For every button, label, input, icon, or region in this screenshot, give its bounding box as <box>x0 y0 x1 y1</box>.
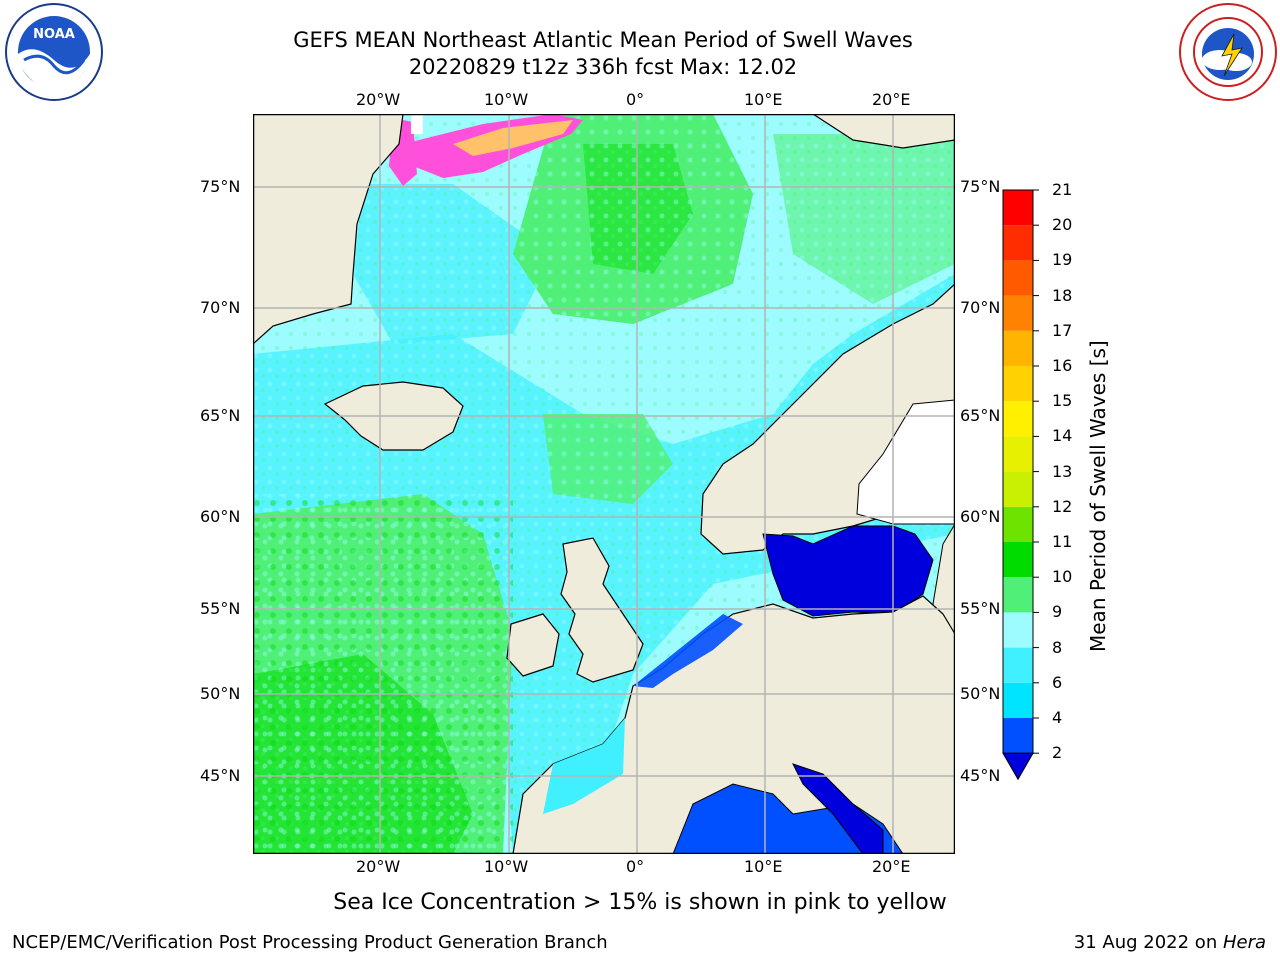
colorbar-bin <box>1003 542 1033 578</box>
land-gulf-of-bothnia <box>856 399 955 525</box>
colorbar-tick-label: 9 <box>1052 602 1063 622</box>
colorbar-bin <box>1003 506 1033 542</box>
lat-tick-left: 70°N <box>200 298 241 317</box>
colorbar-bin <box>1003 190 1033 226</box>
land-ireland <box>506 613 560 677</box>
colorbar-tick-label: 17 <box>1052 320 1073 340</box>
nws-logo <box>1178 2 1278 102</box>
graticule <box>253 114 955 854</box>
colorbar-tick-label: 21 <box>1052 180 1073 199</box>
colorbar-tick-label: 18 <box>1052 285 1073 305</box>
land-svalbard <box>811 114 955 149</box>
lat-tick-right: 50°N <box>960 684 1001 703</box>
lat-tick-left: 50°N <box>200 684 241 703</box>
colorbar-bin <box>1003 330 1033 366</box>
lat-tick-right: 60°N <box>960 507 1001 526</box>
colorbar-tick-label: 15 <box>1052 391 1073 411</box>
colorbar-tick-label: 13 <box>1052 461 1073 481</box>
footer-date: 31 Aug 2022 on Hera <box>1074 932 1266 953</box>
noaa-logo-text: NOAA <box>33 27 75 42</box>
lat-tick-right: 65°N <box>960 406 1001 425</box>
colorbar <box>1002 189 1039 781</box>
lat-tick-right: 55°N <box>960 599 1001 618</box>
chart-subtitle: 20220829 t12z 336h fcst Max: 12.02 <box>408 55 798 79</box>
colorbar-bin <box>1003 718 1033 754</box>
colorbar-tick-label: 20 <box>1052 215 1073 235</box>
lon-tick-bottom: 10°E <box>744 857 783 876</box>
noaa-logo: NOAA <box>4 2 104 102</box>
lon-tick-top: 10°W <box>484 90 529 109</box>
colorbar-bin <box>1003 577 1033 613</box>
lon-tick-bottom: 10°W <box>484 857 529 876</box>
colorbar-tick-label: 4 <box>1052 708 1063 727</box>
lon-tick-top: 10°E <box>744 90 783 109</box>
colorbar-bin <box>1003 401 1033 437</box>
lat-tick-left: 65°N <box>200 406 241 425</box>
chart-title: GEFS MEAN Northeast Atlantic Mean Period… <box>293 28 913 52</box>
sea-baltic <box>762 525 934 617</box>
colorbar-tick-label: 10 <box>1052 567 1073 587</box>
colorbar-bin <box>1003 260 1033 296</box>
sea-mediterranean <box>672 783 904 854</box>
lat-tick-left: 60°N <box>200 507 241 526</box>
lat-tick-right: 70°N <box>960 298 1001 317</box>
map-area <box>253 114 955 854</box>
colorbar-bin <box>1003 612 1033 648</box>
lon-tick-top: 20°E <box>872 90 911 109</box>
footer-host: Hera <box>1222 932 1266 953</box>
lon-tick-bottom: 20°E <box>872 857 911 876</box>
colorbar-tick-label: 14 <box>1052 426 1073 446</box>
lat-tick-left: 45°N <box>200 766 241 785</box>
colorbar-tick-label: 19 <box>1052 250 1073 270</box>
lon-tick-bottom: 0° <box>626 857 645 876</box>
lon-tick-bottom: 20°W <box>356 857 401 876</box>
colorbar-tick-label: 6 <box>1052 672 1063 692</box>
colorbar-bin <box>1003 436 1033 472</box>
lat-tick-left: 55°N <box>200 599 241 618</box>
colorbar-bin <box>1003 295 1033 331</box>
lat-tick-left: 75°N <box>200 177 241 196</box>
colorbar-bin <box>1003 366 1033 402</box>
lat-tick-right: 75°N <box>960 177 1001 196</box>
colorbar-tick-label: 16 <box>1052 356 1073 375</box>
lat-tick-right: 45°N <box>960 766 1001 785</box>
colorbar-bin <box>1003 225 1033 261</box>
land-greenland <box>253 114 404 345</box>
land-great-britain <box>560 537 644 683</box>
footer-date-text: 31 Aug 2022 on <box>1073 932 1223 953</box>
footer-credit: NCEP/EMC/Verification Post Processing Pr… <box>12 932 608 953</box>
colorbar-tick-label: 12 <box>1052 496 1073 516</box>
lon-tick-top: 20°W <box>356 90 401 109</box>
colorbar-bin <box>1003 682 1033 718</box>
colorbar-under-arrow <box>1002 752 1034 781</box>
map-frame <box>253 114 955 854</box>
colorbar-tick-label: 11 <box>1052 532 1073 551</box>
lon-tick-top: 0° <box>626 90 645 109</box>
colorbar-tick-label: 2 <box>1052 743 1063 763</box>
sea-adriatic <box>792 763 884 854</box>
sea-ice-note: Sea Ice Concentration > 15% is shown in … <box>333 890 947 915</box>
colorbar-title: Mean Period of Swell Waves [s] <box>1086 340 1110 652</box>
colorbar-bin <box>1003 471 1033 507</box>
colorbar-bin <box>1003 647 1033 683</box>
colorbar-tick-label: 8 <box>1052 637 1063 657</box>
